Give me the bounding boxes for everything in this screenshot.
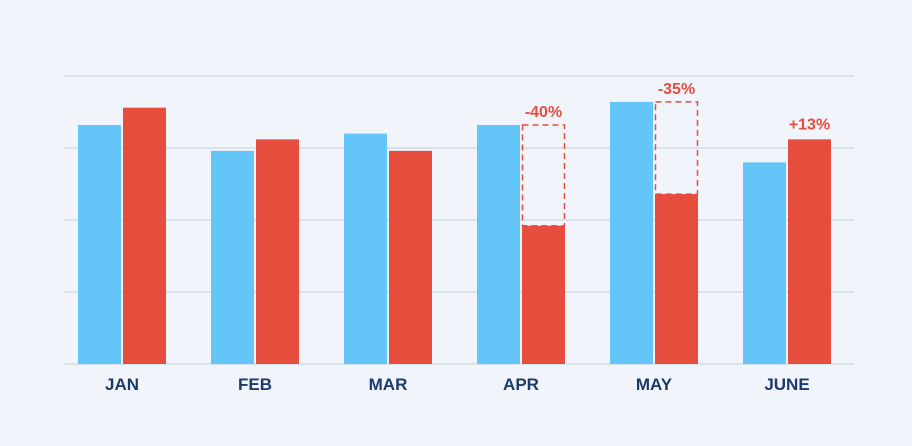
bar-feb-series-1 (211, 150, 254, 364)
annotations: -40% -35% +13% (521, 81, 830, 227)
annotation-outline-apr (521, 124, 566, 227)
x-tick-label: JUNE (764, 375, 809, 394)
annotation-label-june: +13% (789, 116, 830, 133)
bar-june-series-1 (743, 162, 786, 364)
x-tick-label: MAY (636, 375, 673, 394)
bar-apr-series-1 (477, 124, 520, 365)
bar-june-series-2 (788, 139, 831, 364)
bar-mar-series-1 (344, 133, 387, 364)
bar-apr-series-2 (522, 225, 565, 364)
x-tick-label: JAN (105, 375, 139, 394)
gridlines (64, 75, 854, 365)
bars (78, 101, 831, 365)
bar-may-series-2 (655, 194, 698, 364)
x-tick-labels: JAN FEB MAR APR MAY JUNE (105, 375, 810, 394)
annotation-label-may: -35% (658, 81, 695, 98)
bar-feb-series-2 (256, 139, 299, 364)
annotation-outline-may (654, 101, 699, 195)
annotation-label-apr: -40% (525, 104, 562, 121)
x-tick-label: MAR (369, 375, 408, 394)
bar-mar-series-2 (389, 150, 432, 364)
bar-jan-series-2 (123, 107, 166, 365)
x-tick-label: APR (503, 375, 539, 394)
bar-jan-series-1 (78, 124, 121, 365)
x-tick-label: FEB (238, 375, 272, 394)
bar-may-series-1 (610, 101, 653, 365)
